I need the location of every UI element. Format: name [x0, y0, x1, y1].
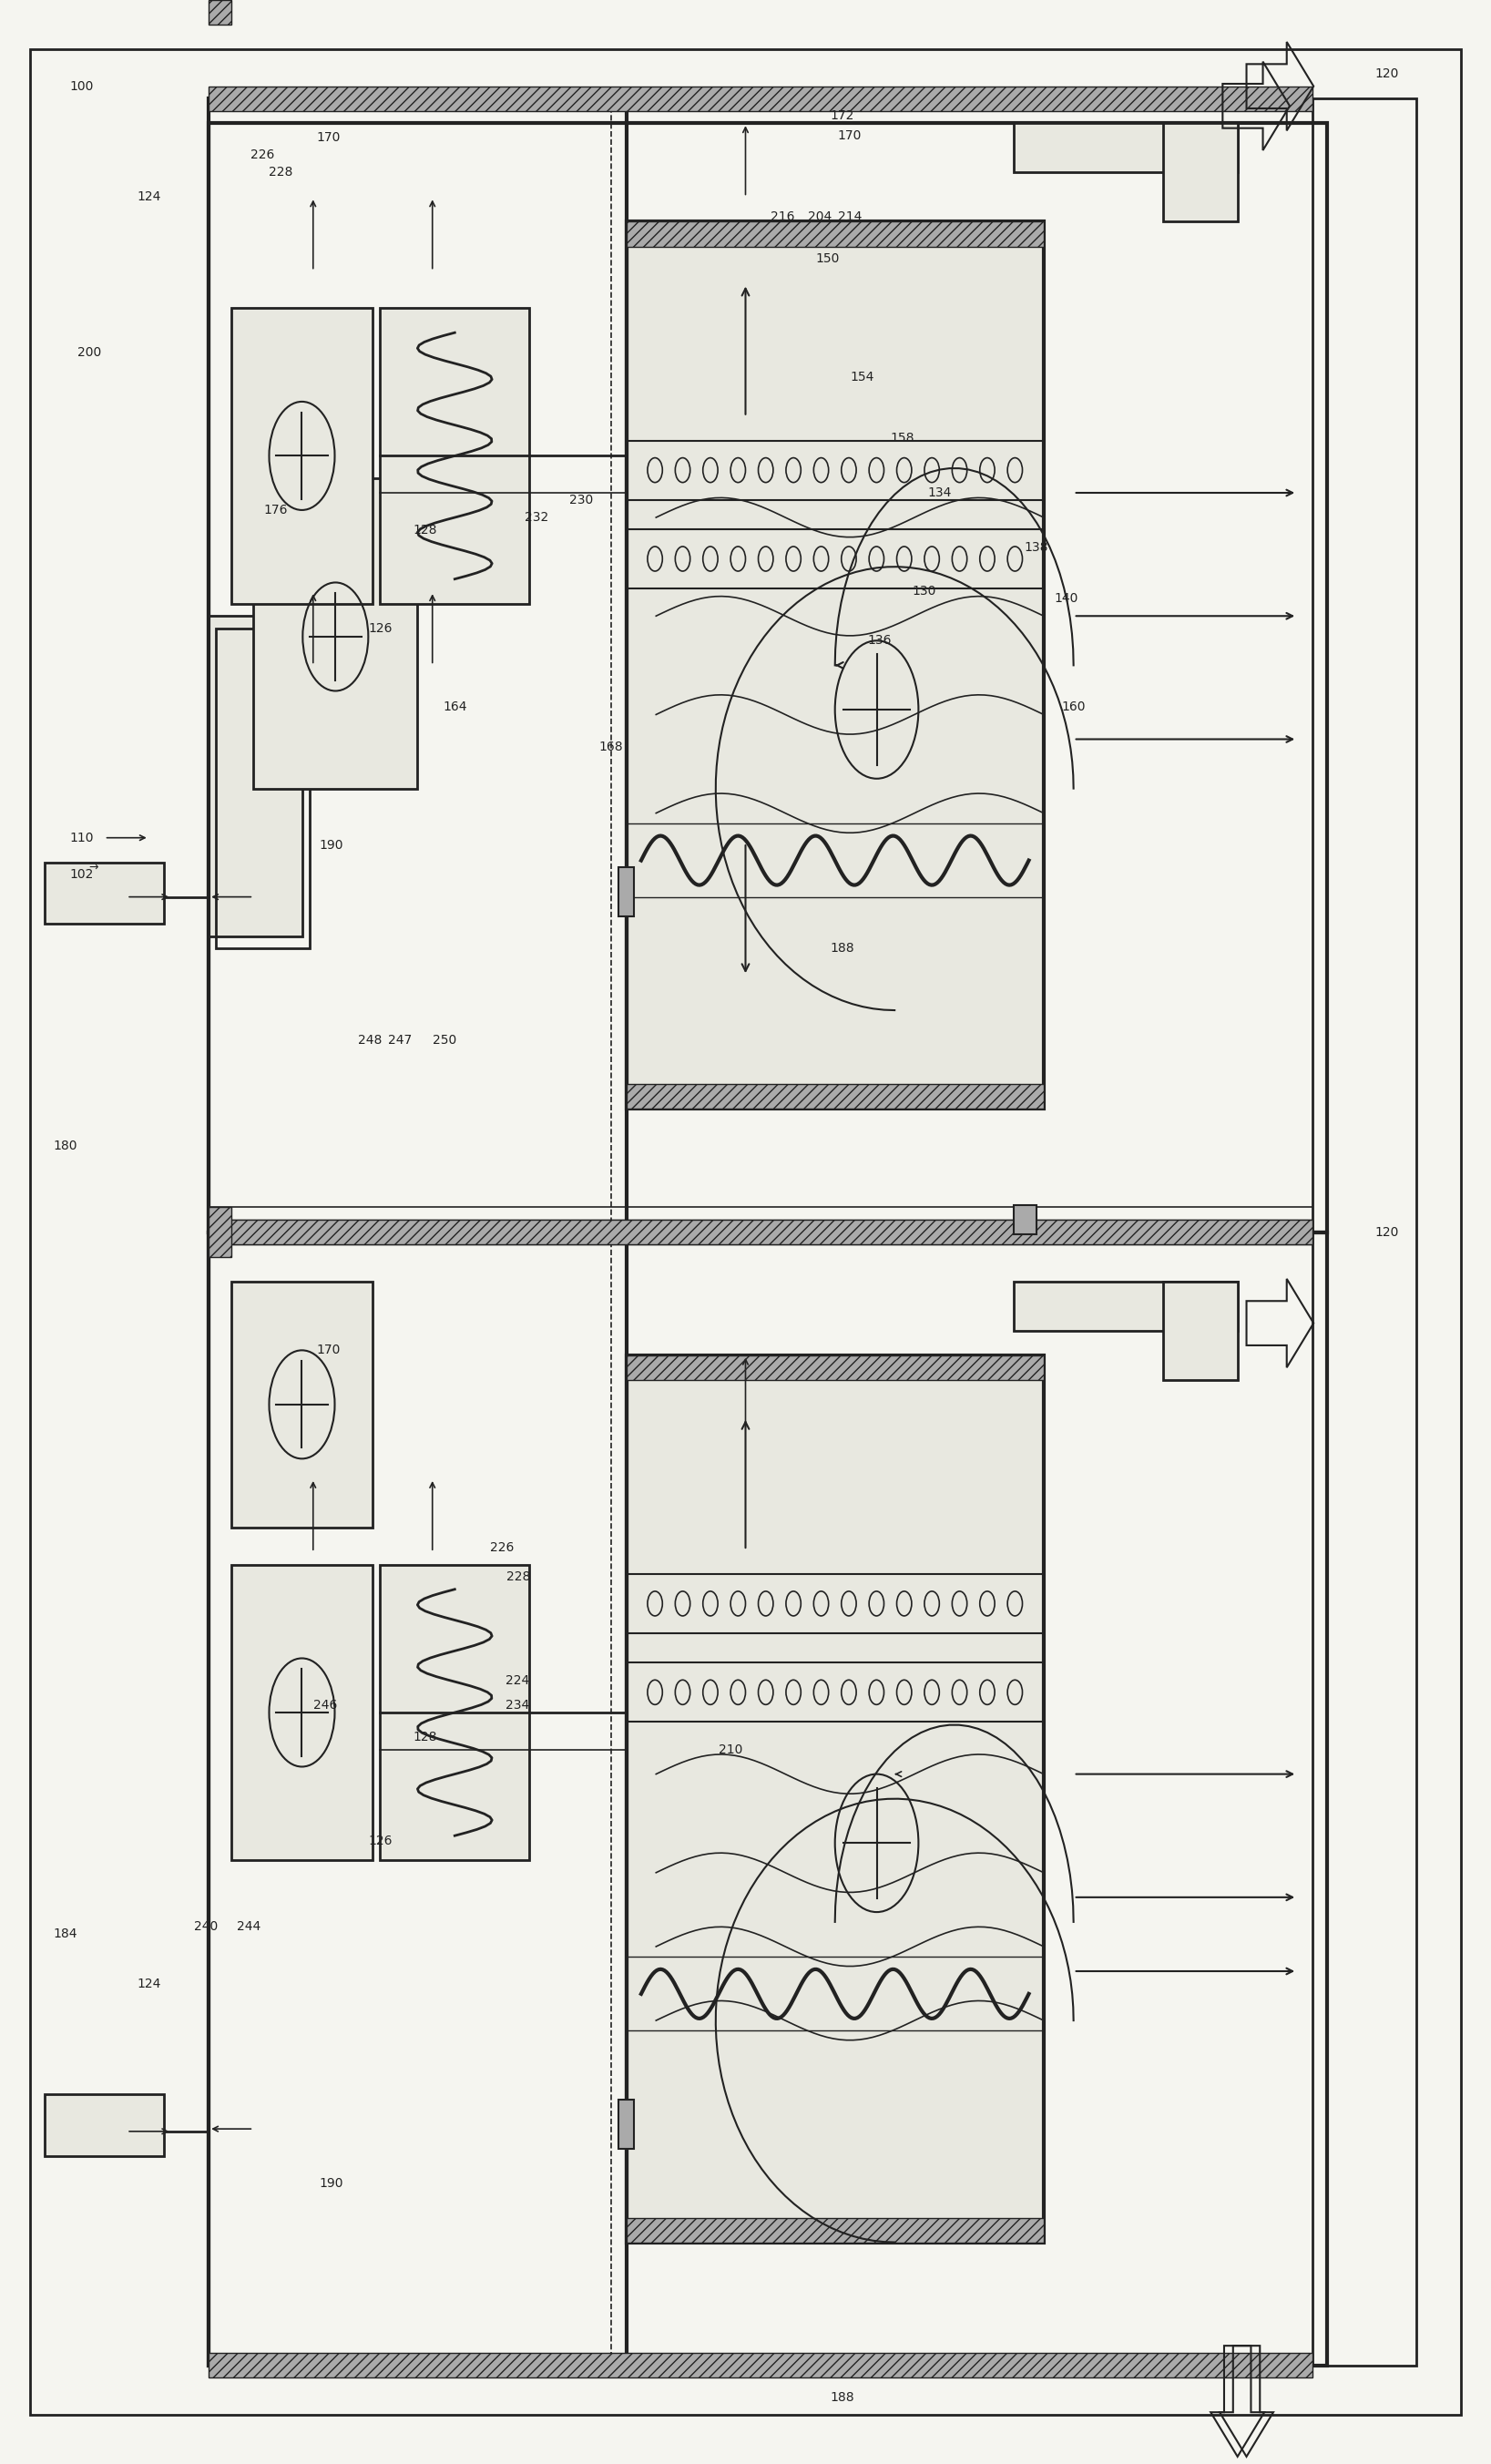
Text: 200: 200: [78, 345, 101, 360]
Text: 128: 128: [413, 1730, 437, 1745]
Text: 190: 190: [319, 2176, 343, 2190]
Text: 184: 184: [54, 1927, 78, 1942]
Bar: [45, 2094, 164, 2156]
Bar: [1014, 123, 1238, 172]
Bar: [1163, 1281, 1238, 1380]
Text: 226: 226: [250, 148, 274, 163]
Text: 134: 134: [927, 485, 951, 500]
Text: 120: 120: [1375, 1225, 1399, 1239]
Text: 216: 216: [771, 209, 795, 224]
Text: 150: 150: [816, 251, 839, 266]
Bar: [1163, 123, 1238, 222]
Bar: [231, 308, 373, 604]
Text: 250: 250: [432, 1032, 456, 1047]
Text: 228: 228: [268, 165, 292, 180]
Text: 176: 176: [264, 503, 288, 517]
Bar: [216, 628, 310, 949]
Text: 128: 128: [413, 522, 437, 537]
Bar: [209, 1207, 231, 1257]
Text: 154: 154: [850, 370, 874, 384]
Bar: [231, 1281, 373, 1528]
Text: 158: 158: [890, 431, 914, 446]
Bar: [1014, 1205, 1036, 1234]
Bar: [626, 222, 1044, 246]
Bar: [619, 2099, 634, 2149]
Text: 102: 102: [70, 867, 94, 882]
Bar: [45, 862, 164, 924]
Bar: [209, 1220, 1312, 1244]
Text: 100: 100: [70, 79, 94, 94]
Text: 170: 170: [838, 128, 862, 143]
Bar: [1014, 1281, 1238, 1331]
Bar: [626, 222, 1044, 1109]
Bar: [209, 1232, 1327, 2365]
Bar: [619, 867, 634, 917]
Text: 164: 164: [443, 700, 467, 715]
Text: 230: 230: [570, 493, 593, 508]
Text: 170: 170: [316, 1343, 340, 1358]
Text: 120: 120: [1375, 67, 1399, 81]
Bar: [209, 0, 231, 25]
Bar: [209, 86, 1312, 111]
Text: 240: 240: [194, 1919, 218, 1934]
Text: 172: 172: [830, 108, 854, 123]
Text: 126: 126: [368, 1833, 392, 1848]
Text: 160: 160: [1062, 700, 1085, 715]
Text: 234: 234: [505, 1698, 529, 1712]
Text: 168: 168: [599, 739, 623, 754]
Text: 140: 140: [1054, 591, 1078, 606]
Text: 124: 124: [137, 190, 161, 205]
Text: 224: 224: [505, 1673, 529, 1688]
Text: 124: 124: [137, 1976, 161, 1991]
Bar: [209, 2353, 1312, 2378]
Text: 188: 188: [830, 2390, 854, 2405]
Text: 248: 248: [358, 1032, 382, 1047]
Text: 188: 188: [830, 941, 854, 956]
Bar: [380, 308, 529, 604]
Text: 130: 130: [912, 584, 936, 599]
Bar: [626, 1084, 1044, 1109]
Text: 180: 180: [54, 1138, 78, 1153]
Text: 210: 210: [719, 1742, 743, 1757]
Bar: [626, 1355, 1044, 1380]
Text: 136: 136: [868, 633, 892, 648]
Bar: [626, 2218, 1044, 2242]
Text: 247: 247: [388, 1032, 412, 1047]
Text: →: →: [82, 862, 98, 872]
Text: 214: 214: [838, 209, 862, 224]
Bar: [626, 1355, 1044, 2242]
Text: 204: 204: [808, 209, 832, 224]
Text: 170: 170: [316, 131, 340, 145]
Bar: [231, 1565, 373, 1860]
Bar: [209, 616, 303, 936]
Text: 138: 138: [1024, 540, 1048, 554]
Bar: [253, 478, 417, 788]
Text: 110: 110: [70, 830, 94, 845]
Text: 126: 126: [368, 621, 392, 636]
Bar: [1312, 99, 1416, 2365]
Text: 190: 190: [319, 838, 343, 853]
Text: 232: 232: [525, 510, 549, 525]
Text: 226: 226: [491, 1540, 514, 1555]
Bar: [209, 1220, 1312, 1244]
Bar: [380, 1565, 529, 1860]
Bar: [209, 123, 1327, 1232]
Text: 228: 228: [507, 1570, 531, 1584]
Text: 246: 246: [313, 1698, 337, 1712]
Text: 244: 244: [237, 1919, 261, 1934]
